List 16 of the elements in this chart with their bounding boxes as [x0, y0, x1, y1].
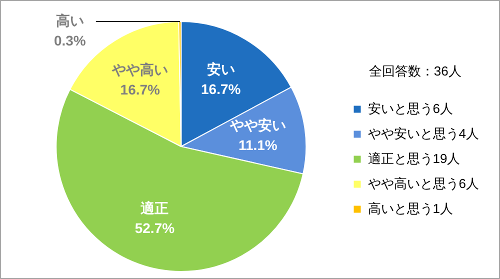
- legend-title: 全回答数：36人: [368, 63, 462, 78]
- text: やや高い: [111, 62, 168, 78]
- legend-label: やや高いと思う6人: [368, 176, 480, 191]
- data-label: 11.1%: [238, 136, 278, 153]
- data-label: 16.7%: [201, 80, 242, 97]
- data-label: 52.7%: [134, 220, 176, 236]
- text: やや安い: [228, 116, 286, 133]
- text: 安い: [206, 60, 235, 77]
- legend-label: 適正と思う19人: [368, 150, 460, 166]
- text: 適正: [140, 200, 169, 216]
- text: 高い: [56, 12, 84, 28]
- data-label: 16.7%: [120, 82, 161, 98]
- legend-label: 安いと思う6人: [368, 100, 454, 116]
- legend-label: やや安いと思う4人: [368, 126, 480, 141]
- data-label: 0.3%: [54, 32, 86, 48]
- legend-label: 高いと思う1人: [368, 200, 454, 216]
